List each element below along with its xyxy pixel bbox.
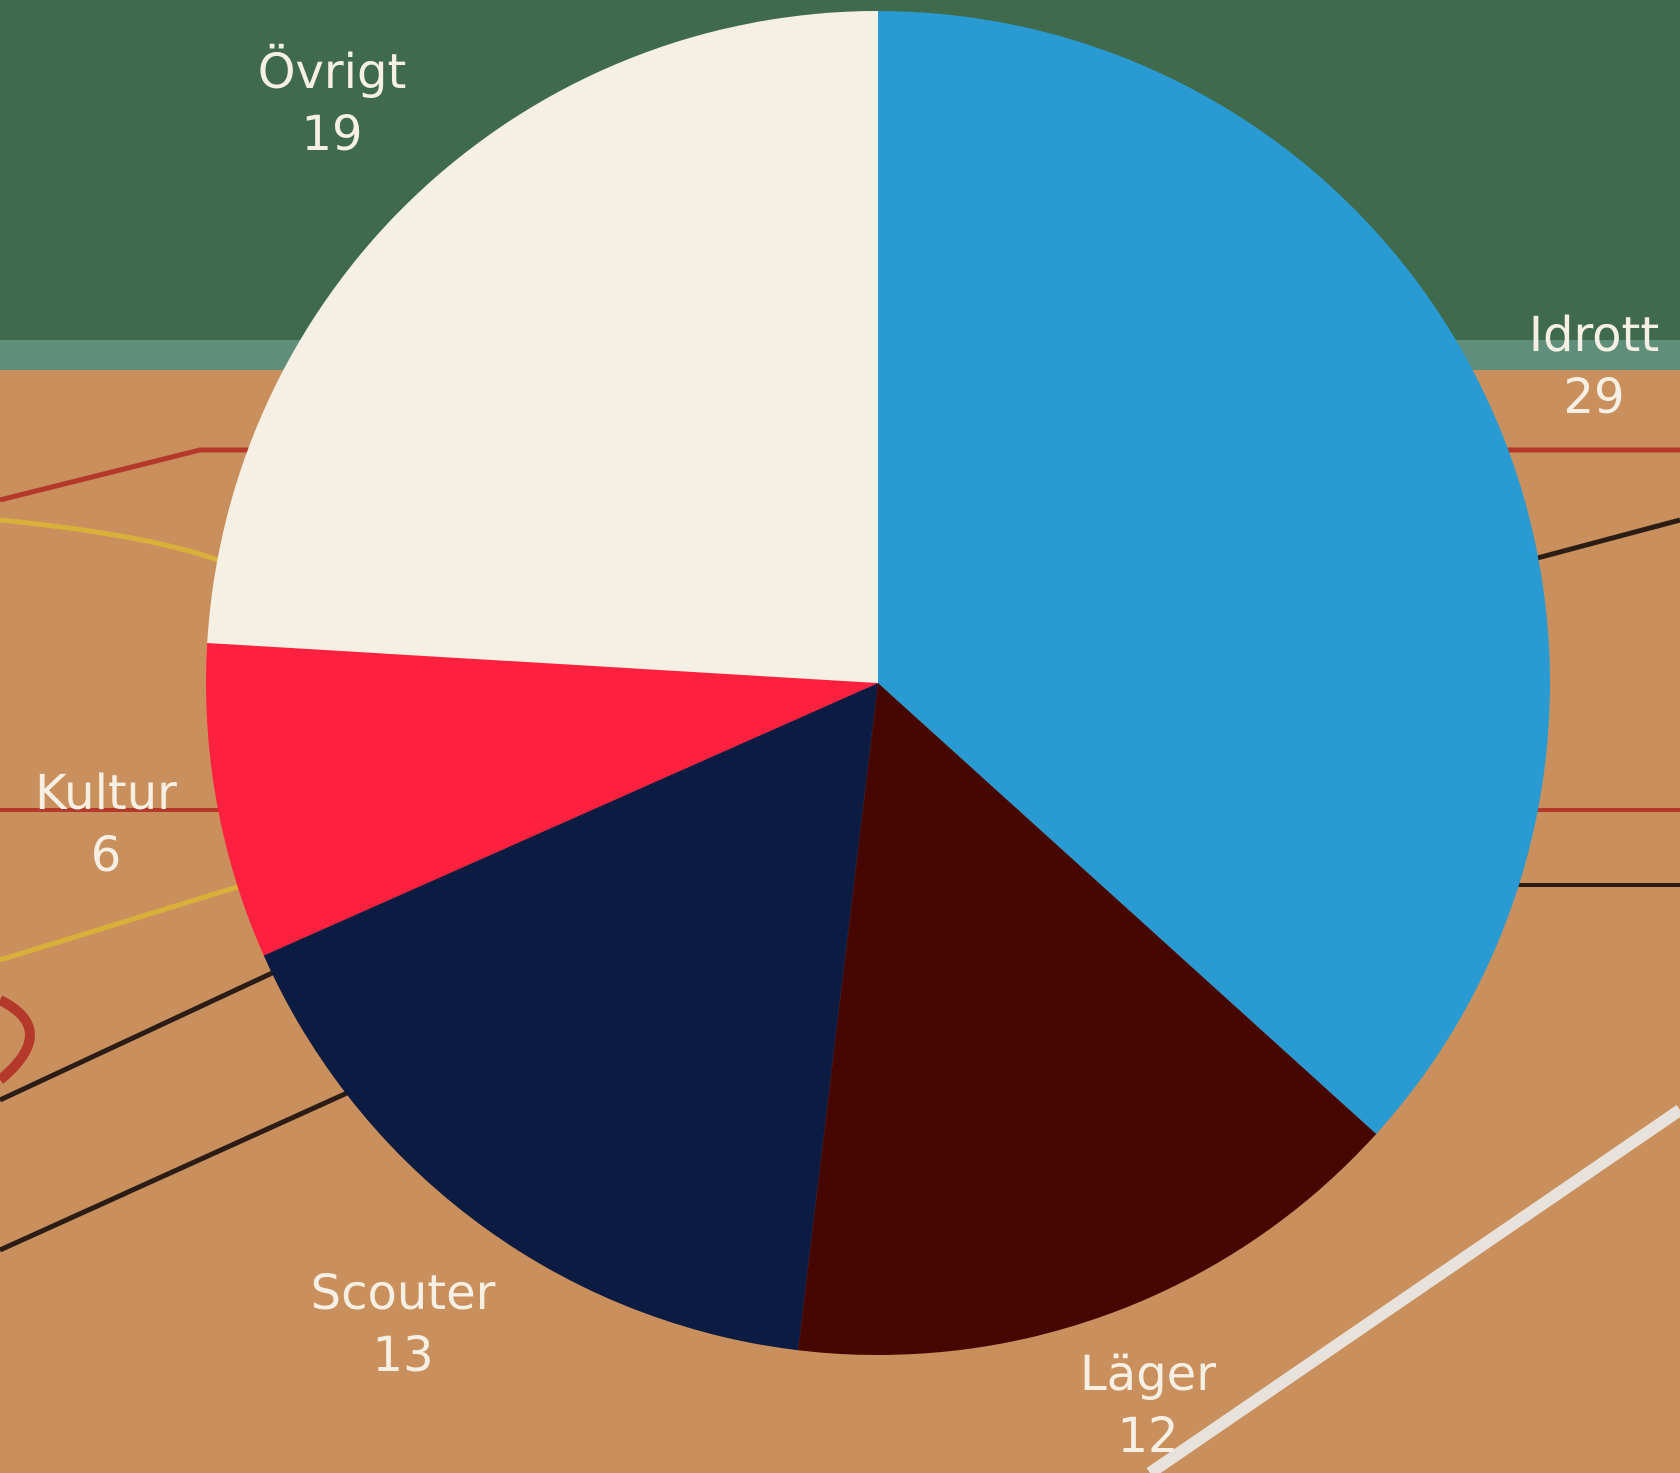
slice-label: Övrigt	[258, 44, 407, 100]
slice-value: 6	[91, 827, 122, 883]
slice-label: Scouter	[311, 1265, 496, 1321]
chart: Idrott 29 Läger 12 Scouter 13 Kultur 6 Övrigt 19	[0, 0, 1680, 1473]
slice-label: Kultur	[35, 765, 177, 821]
slice-value: 13	[372, 1327, 433, 1383]
slice-value: 29	[1563, 369, 1624, 425]
slice-label: Läger	[1080, 1346, 1216, 1402]
slice-label: Idrott	[1529, 307, 1659, 363]
slice-value: 12	[1117, 1408, 1178, 1464]
slice-value: 19	[301, 106, 362, 162]
